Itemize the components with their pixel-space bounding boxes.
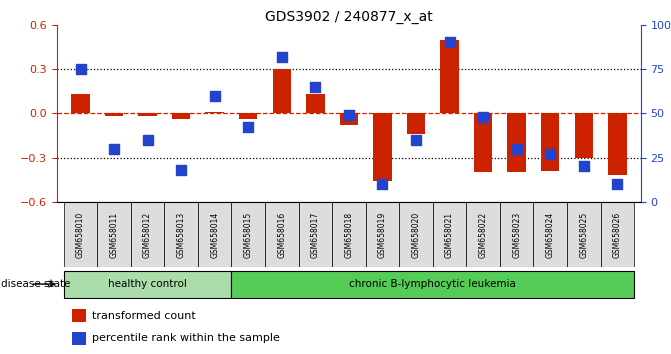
Text: GSM658024: GSM658024: [546, 211, 555, 258]
Title: GDS3902 / 240877_x_at: GDS3902 / 240877_x_at: [265, 10, 433, 24]
FancyBboxPatch shape: [601, 202, 634, 267]
Bar: [306, 94, 325, 113]
FancyBboxPatch shape: [366, 202, 399, 267]
Text: GSM658015: GSM658015: [244, 211, 253, 258]
Text: GSM658026: GSM658026: [613, 211, 622, 258]
Text: GSM658017: GSM658017: [311, 211, 320, 258]
Point: [176, 167, 187, 173]
Bar: [507, 113, 526, 172]
Text: transformed count: transformed count: [92, 311, 196, 321]
FancyBboxPatch shape: [131, 202, 164, 267]
FancyBboxPatch shape: [164, 202, 198, 267]
Point: [444, 40, 455, 45]
Text: GSM658013: GSM658013: [176, 211, 186, 258]
Point: [310, 84, 321, 90]
Point: [142, 137, 153, 143]
Point: [109, 146, 119, 152]
Text: GSM658021: GSM658021: [445, 211, 454, 258]
Point: [243, 125, 254, 130]
FancyBboxPatch shape: [567, 202, 601, 267]
FancyBboxPatch shape: [64, 270, 231, 298]
Bar: [138, 113, 157, 116]
Text: healthy control: healthy control: [108, 279, 187, 289]
FancyBboxPatch shape: [231, 202, 265, 267]
Point: [209, 93, 220, 98]
Text: GSM658025: GSM658025: [579, 211, 588, 258]
Bar: [474, 113, 493, 172]
FancyBboxPatch shape: [64, 202, 97, 267]
Bar: [205, 112, 224, 113]
Text: GSM658018: GSM658018: [344, 211, 354, 258]
Bar: [574, 113, 593, 158]
Bar: [172, 113, 191, 119]
Bar: [105, 113, 123, 116]
Bar: [373, 113, 392, 181]
Text: GSM658020: GSM658020: [411, 211, 421, 258]
Point: [511, 146, 522, 152]
Bar: [72, 309, 86, 322]
FancyBboxPatch shape: [466, 202, 500, 267]
FancyBboxPatch shape: [500, 202, 533, 267]
FancyBboxPatch shape: [97, 202, 131, 267]
FancyBboxPatch shape: [433, 202, 466, 267]
Text: GSM658016: GSM658016: [277, 211, 287, 258]
Point: [377, 181, 388, 187]
FancyBboxPatch shape: [332, 202, 366, 267]
Text: GSM658012: GSM658012: [143, 211, 152, 258]
Bar: [239, 113, 258, 119]
Point: [344, 112, 354, 118]
FancyBboxPatch shape: [533, 202, 567, 267]
FancyBboxPatch shape: [231, 270, 634, 298]
FancyBboxPatch shape: [299, 202, 332, 267]
Text: GSM658019: GSM658019: [378, 211, 387, 258]
Bar: [608, 113, 627, 175]
Text: disease state: disease state: [1, 279, 71, 289]
Text: GSM658011: GSM658011: [109, 211, 119, 258]
Text: GSM658014: GSM658014: [210, 211, 219, 258]
Text: GSM658023: GSM658023: [512, 211, 521, 258]
FancyBboxPatch shape: [198, 202, 231, 267]
Text: chronic B-lymphocytic leukemia: chronic B-lymphocytic leukemia: [350, 279, 516, 289]
Bar: [407, 113, 425, 134]
Point: [75, 66, 86, 72]
Bar: [440, 40, 459, 113]
Bar: [541, 113, 560, 171]
Bar: [340, 113, 358, 125]
Point: [478, 114, 488, 120]
Bar: [272, 69, 291, 113]
Point: [411, 137, 421, 143]
Point: [578, 164, 589, 169]
Bar: [72, 332, 86, 345]
FancyBboxPatch shape: [265, 202, 299, 267]
Text: GSM658010: GSM658010: [76, 211, 85, 258]
FancyBboxPatch shape: [399, 202, 433, 267]
Point: [545, 151, 556, 157]
Text: percentile rank within the sample: percentile rank within the sample: [92, 333, 280, 343]
Point: [276, 54, 287, 59]
Bar: [71, 94, 90, 113]
Point: [612, 181, 623, 187]
Text: GSM658022: GSM658022: [478, 211, 488, 258]
